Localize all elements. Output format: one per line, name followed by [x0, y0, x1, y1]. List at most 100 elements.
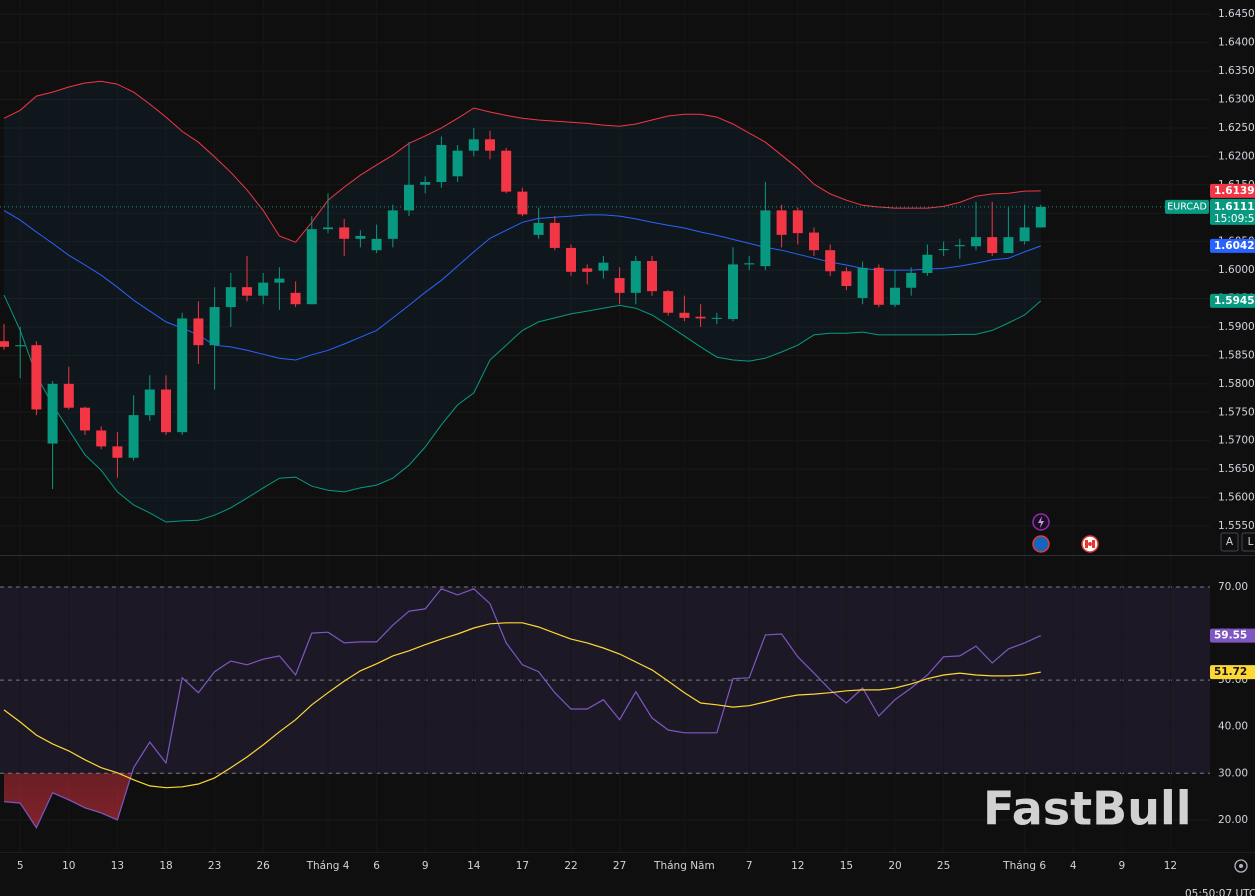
y-tick-label: 1.56500 [1218, 463, 1255, 475]
x-tick-label: 26 [257, 860, 271, 872]
x-tick-label: Tháng 6 [1002, 860, 1046, 872]
auto-button[interactable] [1220, 532, 1239, 552]
candle-body [225, 287, 236, 308]
symbol-tag [1165, 199, 1209, 214]
candle-body [420, 181, 431, 185]
settings-icon-dot [1239, 864, 1243, 868]
candle-body [1003, 237, 1014, 254]
settings-icon[interactable] [1234, 859, 1248, 873]
x-tick-label: 20 [888, 860, 901, 872]
candle-body [760, 210, 771, 267]
candle-body [404, 184, 414, 211]
eu-icon[interactable] [1032, 535, 1050, 553]
y-tick-label: 1.57000 [1218, 435, 1255, 447]
y-tick-label: 30.00 [1218, 767, 1248, 779]
candle-body [31, 345, 42, 410]
candle-body [452, 150, 463, 177]
candle-body [728, 264, 738, 320]
candle-body [857, 267, 868, 298]
candle-body [290, 292, 301, 305]
candle-body [598, 262, 609, 271]
band-line [3, 294, 1042, 523]
y-tick-label: 70.00 [1218, 581, 1248, 593]
band-tag [1210, 238, 1255, 253]
rsi-ma-tag [1210, 665, 1255, 680]
log-button[interactable] [1241, 532, 1255, 552]
candle-body [517, 191, 528, 215]
rsi-line [3, 588, 1042, 830]
candle-body [873, 267, 884, 305]
x-tick-label: 22 [564, 860, 577, 872]
y-tick-label: 20.00 [1218, 814, 1248, 826]
candle-body [96, 430, 107, 447]
band-tag-label: 1.61393 [1214, 185, 1255, 197]
candle-body [809, 232, 819, 251]
candle-body [922, 254, 933, 273]
candle-body [711, 317, 722, 319]
y-tick-label: 1.60000 [1218, 264, 1255, 276]
candle-body [209, 307, 220, 346]
candle-body [841, 271, 852, 287]
y-tick-label: 1.62500 [1218, 122, 1255, 134]
candle-body [825, 250, 836, 272]
candle-body [647, 261, 657, 292]
candle-body [242, 287, 252, 296]
x-tick-label: 27 [613, 860, 626, 872]
rsi-tag-label: 59.55 [1214, 630, 1247, 642]
x-tick-label: 5 [17, 860, 24, 872]
y-tick-label: 40.00 [1218, 721, 1248, 733]
candle-body [339, 227, 350, 239]
candle-body [533, 222, 544, 235]
rsi-ma-line [3, 622, 1041, 789]
x-tick-label: 18 [159, 860, 172, 872]
oversold-fill [4, 773, 132, 828]
candle-body [485, 139, 495, 151]
candle-body [0, 341, 9, 347]
x-tick-label: 7 [746, 860, 753, 872]
candle-body [274, 278, 285, 283]
x-tick-label: 17 [516, 860, 529, 872]
candle-body [938, 249, 949, 251]
candle-body [549, 222, 560, 248]
candle-body [177, 318, 188, 433]
price-tag [1210, 198, 1255, 225]
y-tick-label: 1.56000 [1218, 492, 1255, 504]
band-tag [1210, 293, 1255, 308]
axis-layer: 1.64500 1.64000 1.63500 1.63000 1.62500 1.620… [17, 8, 1255, 872]
candle-body [371, 238, 382, 251]
y-tick-label: 1.59000 [1218, 321, 1255, 333]
band-line [3, 80, 1041, 243]
candle-body [954, 245, 965, 247]
candle-body [695, 316, 706, 319]
x-tick-label: Tháng Năm [653, 860, 715, 872]
x-tick-label: 25 [937, 860, 950, 872]
x-tick-label: 13 [111, 860, 124, 872]
candle-body [1019, 227, 1030, 242]
log-button-label: L [1248, 536, 1254, 548]
band-tag [1210, 183, 1255, 198]
band-fill [4, 81, 1041, 523]
x-tick-label: 9 [422, 860, 429, 872]
flag-part [1085, 540, 1088, 548]
candle-body [468, 139, 479, 151]
candle-body [387, 210, 398, 239]
candle-body [323, 227, 333, 230]
candle-body [258, 282, 269, 296]
x-tick-label: 15 [840, 860, 853, 872]
y-tick-label: 1.64000 [1218, 37, 1255, 49]
symbol-tag-label: EURCAD [1167, 201, 1207, 212]
x-tick-label: 4 [1070, 860, 1077, 872]
candle-body [144, 389, 155, 416]
candle-body [193, 318, 204, 346]
flag-part [1092, 540, 1095, 548]
rsi-ma-tag-label: 51.72 [1214, 666, 1247, 678]
x-tick-label: Tháng 4 [306, 860, 350, 872]
x-tick-label: 12 [1164, 860, 1177, 872]
x-tick-label: 6 [373, 860, 380, 872]
y-tick-label: 1.55500 [1218, 520, 1255, 532]
candle-body [15, 345, 26, 347]
y-tick-label: 1.58000 [1218, 378, 1255, 390]
y-tick-label: 1.58500 [1218, 349, 1255, 361]
x-tick-label: 10 [62, 860, 75, 872]
